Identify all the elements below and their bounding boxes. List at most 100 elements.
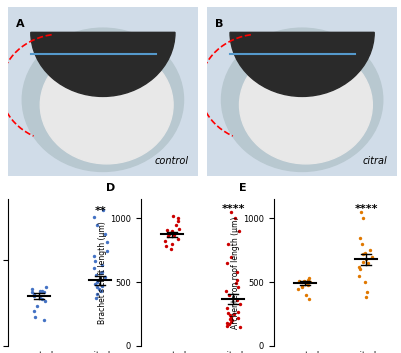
Point <box>97 288 104 294</box>
Point <box>93 273 99 278</box>
Point <box>360 216 367 221</box>
Point <box>94 285 101 290</box>
Point <box>306 296 312 301</box>
Point <box>99 262 105 268</box>
Point <box>97 271 104 276</box>
Point <box>305 277 311 282</box>
Point <box>357 267 364 272</box>
Point <box>235 285 241 290</box>
Point <box>38 288 45 294</box>
Y-axis label: Archenteron roof length (μm): Archenteron roof length (μm) <box>231 216 240 329</box>
Point <box>232 216 238 221</box>
Point <box>305 276 312 281</box>
Point <box>170 213 176 219</box>
Point <box>92 259 99 264</box>
Point <box>307 279 314 285</box>
Point <box>224 305 230 311</box>
Point <box>165 233 171 239</box>
Text: A: A <box>16 19 24 29</box>
Point <box>164 227 170 233</box>
Point <box>235 309 241 314</box>
Ellipse shape <box>239 46 372 164</box>
Text: E: E <box>239 184 247 193</box>
Point <box>92 281 98 287</box>
Point <box>95 277 101 283</box>
Point <box>235 228 242 234</box>
Point <box>31 309 37 314</box>
Point <box>99 283 105 288</box>
Point <box>96 286 103 292</box>
Point <box>225 310 231 316</box>
Point <box>37 288 43 294</box>
Point <box>94 279 101 285</box>
Point <box>228 314 234 319</box>
Point <box>227 312 233 318</box>
Point <box>304 281 310 286</box>
Ellipse shape <box>221 28 383 172</box>
Point <box>94 222 101 228</box>
Point <box>43 285 49 290</box>
Point <box>235 315 241 321</box>
Point <box>359 241 365 247</box>
Point <box>223 288 229 294</box>
Point <box>174 236 181 242</box>
Point <box>91 253 97 259</box>
Point <box>174 216 181 221</box>
Point <box>100 207 106 213</box>
Point <box>360 259 367 265</box>
Point <box>41 317 47 323</box>
Point <box>30 291 37 297</box>
Point <box>30 293 37 299</box>
Point <box>367 247 373 253</box>
Point <box>104 240 110 245</box>
Point <box>229 318 235 323</box>
Ellipse shape <box>40 46 173 164</box>
Point <box>356 273 363 279</box>
Point <box>93 295 99 300</box>
Point <box>228 209 234 215</box>
Point <box>168 241 175 247</box>
Point <box>41 290 47 295</box>
Point <box>363 289 370 295</box>
Point <box>175 218 181 224</box>
Point <box>168 246 174 252</box>
Point <box>365 260 371 266</box>
Point <box>231 311 237 317</box>
Point <box>236 324 243 330</box>
Point <box>28 286 35 292</box>
Point <box>234 297 241 303</box>
Point <box>358 209 365 215</box>
Point <box>94 291 101 297</box>
Point <box>228 254 235 259</box>
Point <box>176 226 182 232</box>
Point <box>39 297 45 302</box>
Point <box>237 301 244 307</box>
Point <box>37 295 43 300</box>
Point <box>299 283 305 289</box>
Point <box>233 281 239 286</box>
Point <box>295 286 302 291</box>
Point <box>357 235 363 240</box>
Point <box>31 314 38 319</box>
Wedge shape <box>230 32 374 96</box>
Text: ****: **** <box>354 204 378 214</box>
Point <box>172 222 179 228</box>
Point <box>171 232 177 238</box>
Point <box>104 248 110 254</box>
Point <box>91 265 97 271</box>
Point <box>369 254 375 259</box>
Point <box>227 316 233 322</box>
Text: ****: **** <box>221 204 245 214</box>
Ellipse shape <box>22 28 184 172</box>
Point <box>166 231 172 237</box>
Point <box>233 277 240 282</box>
Point <box>163 244 169 249</box>
Text: D: D <box>107 184 116 193</box>
Point <box>362 250 368 256</box>
Point <box>301 278 308 284</box>
Point <box>226 322 232 327</box>
Point <box>42 298 49 304</box>
Point <box>169 230 175 235</box>
Point <box>363 256 370 262</box>
Point <box>91 214 97 220</box>
